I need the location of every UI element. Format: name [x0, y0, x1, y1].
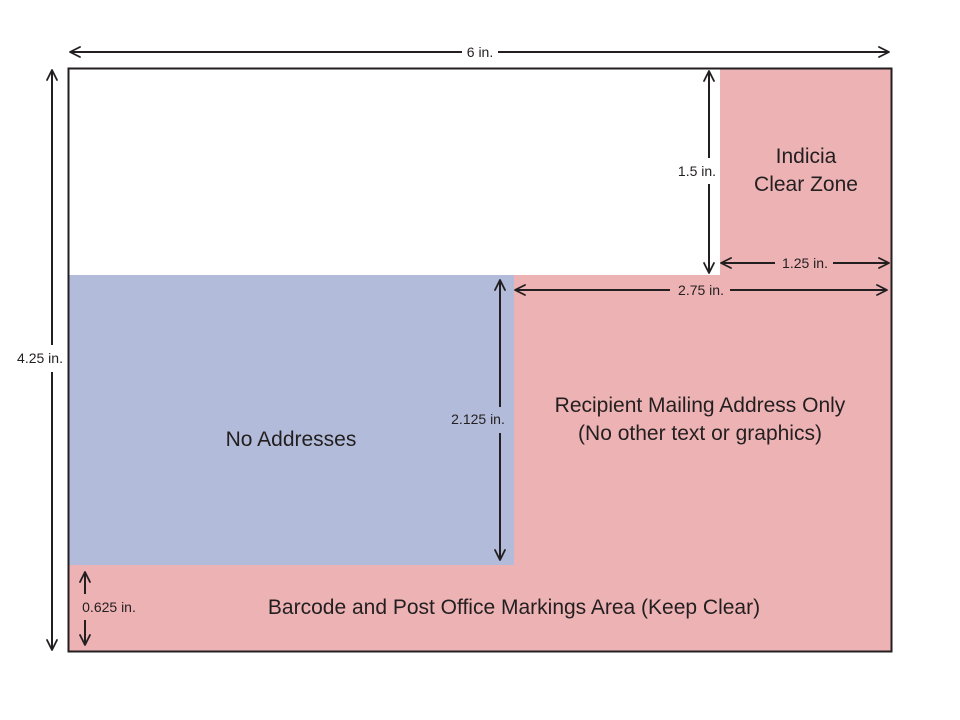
- barcode-clear-zone: [69, 565, 891, 651]
- indicia-clear-zone: [720, 69, 891, 275]
- postcard-outline: [67, 67, 893, 653]
- height-label: 4.25 in.: [17, 350, 63, 366]
- indicia-label-line1: Indicia: [776, 145, 837, 168]
- indicia-width-label: 1.25 in.: [782, 255, 828, 271]
- barcode-height-label: 0.625 in.: [82, 599, 136, 615]
- zones: [69, 69, 891, 651]
- recipient-label-line1: Recipient Mailing Address Only: [555, 394, 846, 417]
- dimension-labels: 6 in. 4.25 in. 1.5 in. 1.25 in. 2.75 in.…: [17, 44, 828, 615]
- indicia-label-line2: Clear Zone: [754, 173, 858, 196]
- barcode-label: Barcode and Post Office Markings Area (K…: [268, 596, 760, 619]
- width-label: 6 in.: [467, 44, 493, 60]
- no-addresses-zone: [69, 275, 514, 565]
- dimension-arrows: [46, 46, 890, 651]
- indicia-height-label: 1.5 in.: [678, 163, 716, 179]
- address-height-label: 2.125 in.: [451, 411, 505, 427]
- no-addresses-label: No Addresses: [226, 428, 357, 451]
- address-width-label: 2.75 in.: [678, 282, 724, 298]
- recipient-label-line2: (No other text or graphics): [578, 422, 822, 445]
- recipient-address-zone: [514, 275, 891, 565]
- zone-labels: Indicia Clear Zone No Addresses Recipien…: [226, 145, 858, 619]
